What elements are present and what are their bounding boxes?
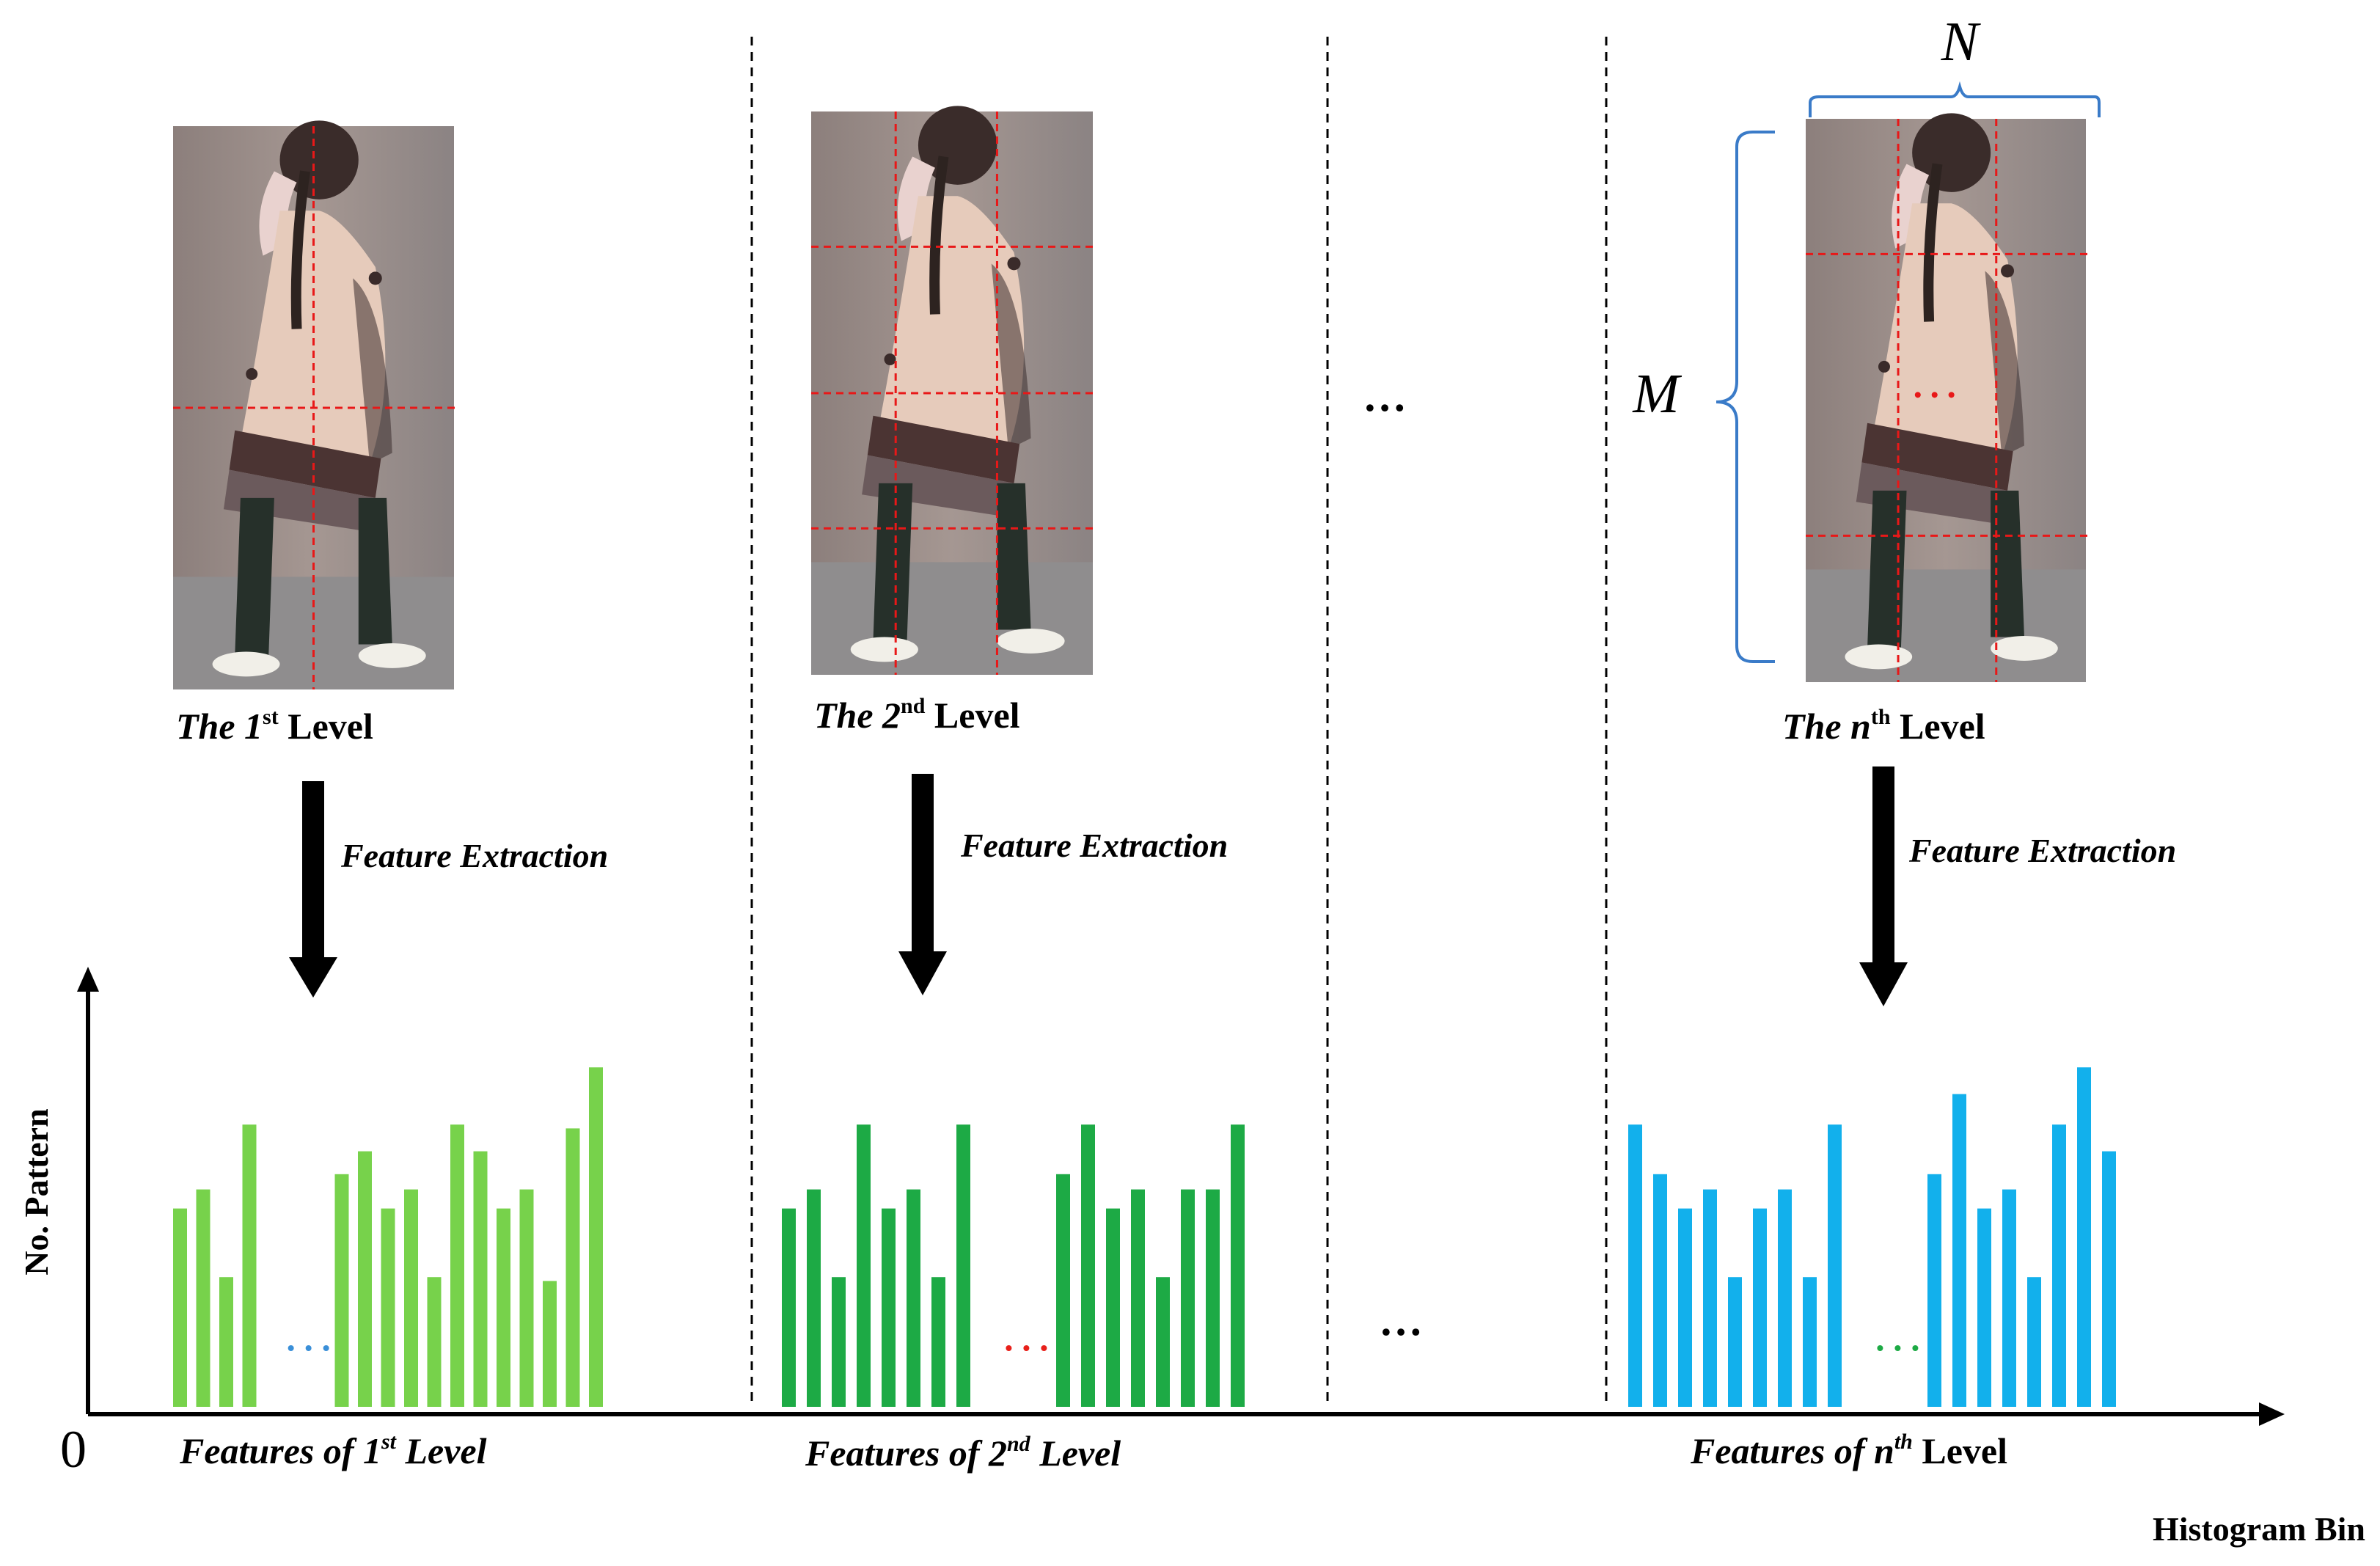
histogram-bar-level-3-5 xyxy=(1753,1208,1767,1407)
histogram-bar-level-3-18 xyxy=(2077,1067,2091,1407)
level-1-caption: The 1st Level xyxy=(176,705,373,747)
gap-dot-level-3-2 xyxy=(1912,1345,1919,1351)
histogram-bar-level-1-16 xyxy=(543,1281,557,1407)
histogram-bar-level-1-18 xyxy=(589,1067,603,1407)
histogram-bar-level-1-0 xyxy=(173,1208,187,1407)
extraction-arrow-level-1 xyxy=(289,781,337,998)
features-caption-level-2: Features of 2nd Level xyxy=(805,1432,1121,1474)
features-caption-level-n: Features of nth Level xyxy=(1690,1430,2007,1471)
pedestrian-image-level-1 xyxy=(173,120,460,689)
histogram-bar-level-3-7 xyxy=(1803,1277,1817,1407)
gap-dot-level-2-1 xyxy=(1023,1345,1030,1351)
x-axis-label: Histogram Bin xyxy=(2153,1510,2365,1548)
gap-dot-level-3-1 xyxy=(1894,1345,1901,1351)
histogram-bar-level-3-12 xyxy=(1927,1174,1941,1407)
histogram-bar-level-2-3 xyxy=(857,1124,871,1407)
histogram-bar-level-3-2 xyxy=(1678,1208,1692,1407)
histogram-bar-level-1-12 xyxy=(450,1124,464,1407)
histogram-bar-level-3-16 xyxy=(2027,1277,2041,1407)
histogram-bar-level-3-0 xyxy=(1628,1124,1642,1407)
extraction-arrow-level-2 xyxy=(898,774,947,995)
histogram-bar-level-1-3 xyxy=(242,1124,257,1407)
dimension-m-label: M xyxy=(1632,363,1682,425)
feature-extraction-label-n: Feature Extraction xyxy=(1908,832,2176,869)
histogram-bar-level-3-14 xyxy=(1977,1208,1991,1407)
histogram-bar-level-2-1 xyxy=(807,1189,821,1407)
level-dividers xyxy=(750,37,1608,1405)
histogram-bar-level-2-6 xyxy=(931,1277,945,1407)
histogram-bar-level-3-4 xyxy=(1728,1277,1742,1407)
origin-label: 0 xyxy=(60,1420,87,1479)
histogram-bar-level-1-11 xyxy=(427,1277,442,1407)
histogram-bar-level-2-16 xyxy=(1181,1189,1195,1407)
ellipsis-bottom: … xyxy=(1379,1296,1423,1344)
histogram-bar-level-2-17 xyxy=(1206,1189,1220,1407)
histogram-bar-level-2-4 xyxy=(882,1208,896,1407)
histogram-bar-level-3-17 xyxy=(2052,1124,2066,1407)
histogram-bar-level-3-15 xyxy=(2002,1189,2016,1407)
height-brace xyxy=(1716,131,1775,663)
histogram-bar-level-1-7 xyxy=(334,1174,349,1407)
feature-extraction-label-2: Feature Extraction xyxy=(960,827,1228,864)
histogram-bar-level-1-15 xyxy=(519,1189,534,1407)
histogram-bar-level-1-1 xyxy=(196,1189,210,1407)
histogram-bar-level-3-13 xyxy=(1952,1094,1966,1407)
gap-dot-level-1-2 xyxy=(323,1345,329,1351)
gap-dot-level-1-1 xyxy=(305,1345,312,1351)
histogram-bars xyxy=(173,1067,2116,1407)
histogram-bar-level-3-8 xyxy=(1828,1124,1842,1407)
histogram-bar-level-1-2 xyxy=(219,1277,233,1407)
level-2-caption: The 2nd Level xyxy=(814,694,1020,736)
level-n-caption: The nth Level xyxy=(1782,705,1985,747)
histogram-bar-level-2-11 xyxy=(1056,1174,1070,1407)
histogram-bar-level-1-17 xyxy=(565,1128,580,1407)
histogram-bar-level-3-6 xyxy=(1778,1189,1792,1407)
histogram-bar-level-1-14 xyxy=(497,1208,510,1407)
histogram-axes xyxy=(77,967,2285,1426)
ellipsis-top: … xyxy=(1363,372,1407,420)
histogram-bar-level-3-19 xyxy=(2102,1151,2116,1407)
histogram-bar-level-3-1 xyxy=(1653,1174,1667,1407)
extraction-arrow-level-n xyxy=(1859,766,1908,1006)
histogram-bar-level-1-9 xyxy=(381,1208,395,1407)
histogram-bar-level-3-3 xyxy=(1703,1189,1717,1407)
histogram-bar-level-2-2 xyxy=(832,1277,846,1407)
histogram-bar-level-1-8 xyxy=(358,1151,372,1407)
histogram-bar-level-2-15 xyxy=(1156,1277,1170,1407)
gap-dot-level-1-0 xyxy=(288,1345,294,1351)
pedestrian-image-level-n xyxy=(1806,113,2090,682)
gap-dot-level-2-2 xyxy=(1041,1345,1047,1351)
histogram-bar-level-2-13 xyxy=(1106,1208,1120,1407)
histogram-bar-level-2-18 xyxy=(1231,1124,1245,1407)
histogram-bar-level-1-10 xyxy=(404,1189,418,1407)
features-caption-level-1: Features of 1st Level xyxy=(179,1430,487,1471)
y-axis-label: No. Pattern xyxy=(18,1108,55,1275)
histogram-bar-level-2-12 xyxy=(1081,1124,1095,1407)
histogram-bar-level-2-14 xyxy=(1131,1189,1145,1407)
gap-dot-level-2-0 xyxy=(1006,1345,1012,1351)
histogram-bar-level-2-5 xyxy=(907,1189,920,1407)
gap-dot-level-3-0 xyxy=(1877,1345,1883,1351)
dimension-n-label: N xyxy=(1941,11,1982,73)
feature-extraction-label-1: Feature Extraction xyxy=(340,837,608,874)
pedestrian-image-level-2 xyxy=(811,106,1097,675)
width-brace xyxy=(1809,81,2101,117)
histogram-bar-level-2-7 xyxy=(956,1124,970,1407)
histogram-bar-level-1-13 xyxy=(473,1151,488,1407)
histogram-bar-level-2-0 xyxy=(782,1208,796,1407)
